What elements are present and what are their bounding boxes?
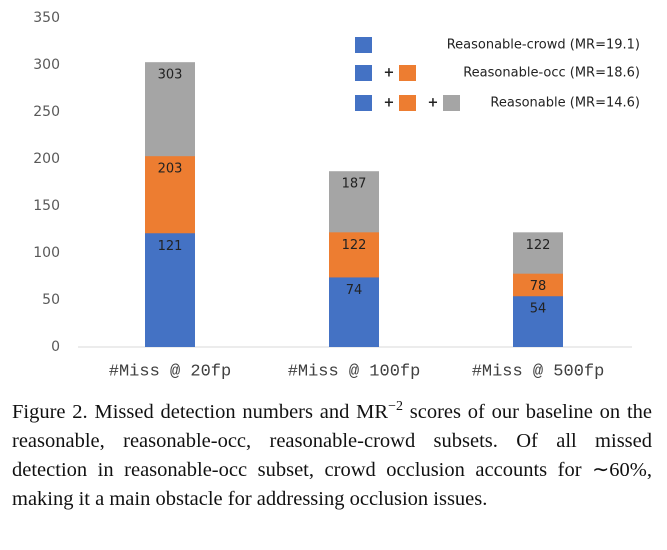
y-tick-label: 350 <box>33 10 60 26</box>
legend-separator: + <box>384 66 395 81</box>
x-tick-label: #Miss @ 500fp <box>472 362 605 381</box>
value-label: 203 <box>158 162 183 177</box>
y-tick-label: 200 <box>33 151 60 167</box>
chart: 0 50 100 150 200 250 300 350 #Miss @ 20fp 121 203 3… <box>33 10 640 381</box>
legend-label: Reasonable-occ (MR=18.6) <box>463 66 640 81</box>
y-tick-label: 300 <box>33 57 60 73</box>
value-label: 121 <box>158 239 183 254</box>
caption: Figure 2. Missed detection numbers and M… <box>12 392 652 514</box>
legend-swatch <box>355 65 372 81</box>
y-tick-label: 50 <box>42 292 60 308</box>
legend-swatch <box>443 95 460 111</box>
caption-text: Figure 2. Missed detection numbers and M… <box>12 400 389 423</box>
value-label: 187 <box>342 177 367 192</box>
legend-separator: + <box>384 96 395 111</box>
value-label: 54 <box>530 302 547 317</box>
legend-label: Reasonable-crowd (MR=19.1) <box>447 38 640 53</box>
legend-swatch <box>399 65 416 81</box>
legend-separator: + <box>428 96 439 111</box>
x-tick-label: #Miss @ 20fp <box>109 362 231 381</box>
caption-text: scores of our baseline on the reasonable… <box>12 400 653 510</box>
value-label: 74 <box>346 283 363 298</box>
y-tick-label: 150 <box>33 198 60 214</box>
value-label: 303 <box>158 68 183 83</box>
caption-sup: −2 <box>388 399 403 414</box>
legend-swatch <box>399 95 416 111</box>
x-tick-label: #Miss @ 100fp <box>288 362 421 381</box>
bar <box>145 233 195 347</box>
legend-label: Reasonable (MR=14.6) <box>490 96 640 111</box>
y-tick-label: 100 <box>33 245 60 261</box>
value-label: 122 <box>342 238 367 253</box>
legend-swatch <box>355 95 372 111</box>
value-label: 122 <box>526 238 551 253</box>
value-label: 78 <box>530 279 547 294</box>
y-tick-label: 0 <box>51 339 60 355</box>
bar <box>329 277 379 347</box>
bar <box>513 296 563 347</box>
y-tick-label: 250 <box>33 104 60 120</box>
legend-swatch <box>355 37 372 53</box>
